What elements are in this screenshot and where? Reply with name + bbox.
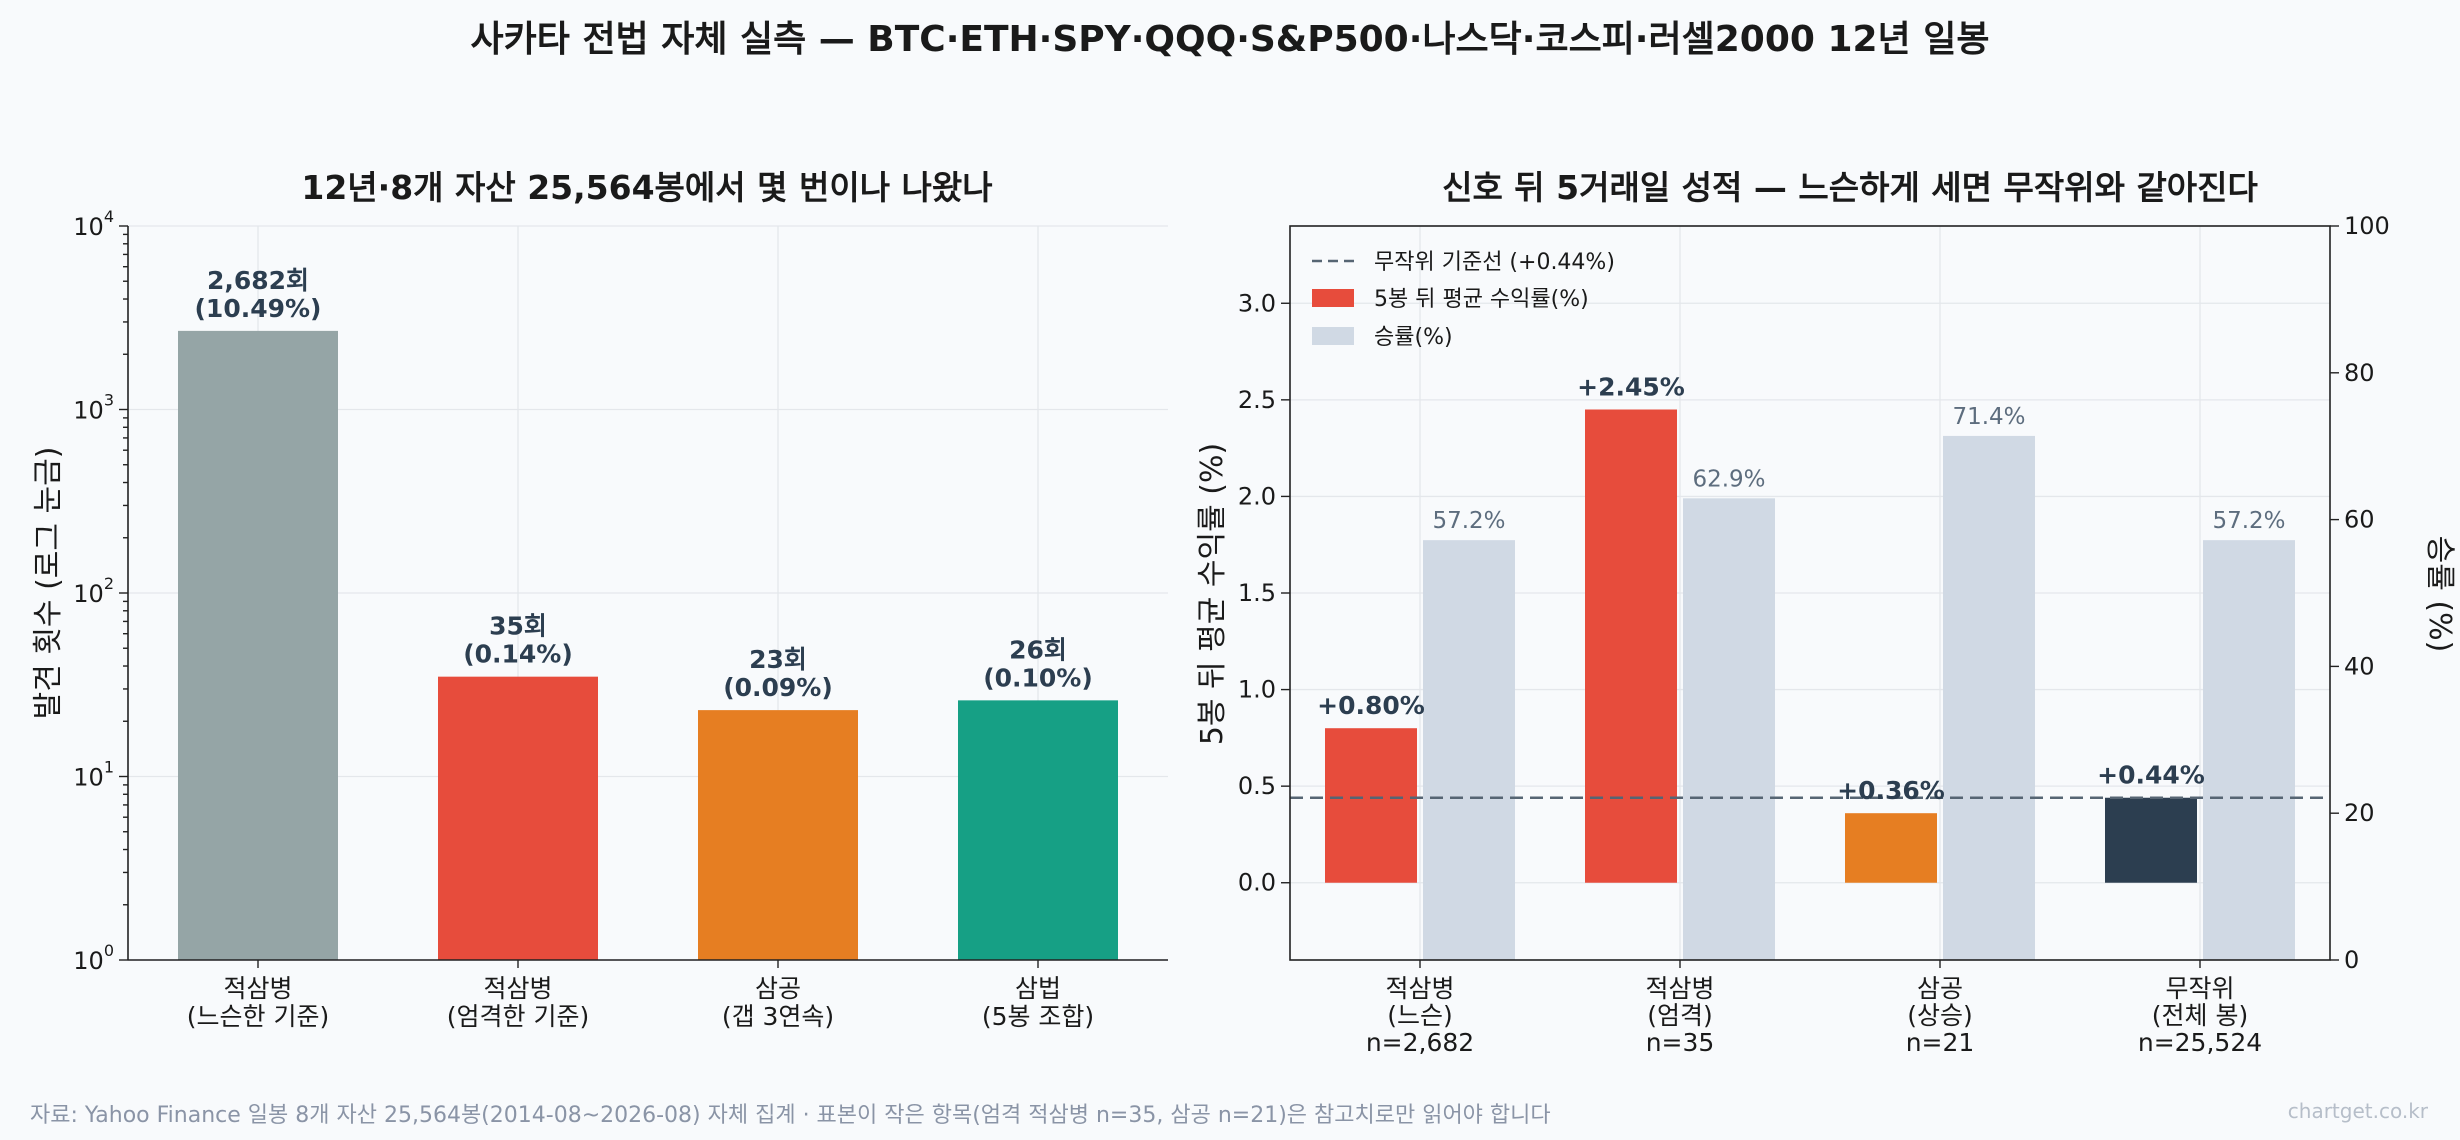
footer-source-note: 자료: Yahoo Finance 일봉 8개 자산 25,564봉(2014-… [30, 1103, 1551, 1128]
left-chart: 12년·8개 자산 25,564봉에서 몇 번이나 나왔나 2,682회(10.… [31, 168, 1168, 1031]
left-y-ticks: 100 101 102 103 104 [73, 207, 128, 975]
left-bar [698, 710, 858, 960]
left-bar [178, 330, 338, 960]
left-y-axis-label: 발견 횟수 (로그 눈금) [31, 447, 66, 720]
right-y-tick-label: 1.5 [1238, 579, 1276, 607]
left-x-category-line2: (5봉 조합) [982, 1002, 1094, 1031]
right-return-label: +0.80% [1317, 691, 1425, 720]
left-axes-frame [127, 226, 1168, 961]
right-return-bar [1325, 728, 1417, 883]
right-x-category-n: n=35 [1646, 1028, 1715, 1057]
left-bar-count-label: 2,682회 [207, 266, 309, 295]
right-x-category-line1: 적삼병 [1385, 974, 1454, 1003]
right-return-bar [2105, 797, 2197, 883]
legend-winrate-swatch [1312, 327, 1354, 345]
left-x-category-line2: (갭 3연속) [722, 1002, 834, 1031]
right-winrate-label: 62.9% [1692, 466, 1765, 492]
left-y-tick-label: 102 [73, 574, 114, 608]
right-winrate-bar [1423, 540, 1515, 960]
right-x-category-line2: (상승) [1907, 1001, 1973, 1030]
left-bar-count-label: 23회 [749, 645, 807, 674]
right-return-bar [1585, 409, 1677, 883]
right-x-category-line2: (느슨) [1387, 1001, 1453, 1030]
left-x-category-line1: 적삼병 [223, 974, 292, 1003]
right-axes-box [1289, 225, 2331, 961]
left-y-tick-label: 104 [73, 207, 114, 241]
right-x-category-line2: (전체 봉) [2152, 1001, 2248, 1030]
right-winrate-bar [1943, 435, 2035, 960]
left-bar [438, 676, 598, 960]
right-axes-frame [1289, 225, 2331, 961]
right-x-category-n: n=21 [1906, 1028, 1975, 1057]
right-x-category-n: n=25,524 [2138, 1028, 2262, 1057]
right-legend: 무작위 기준선 (+0.44%) 5봉 뒤 평균 수익률(%) 승률(%) [1312, 250, 1615, 350]
left-data-labels: 2,682회(10.49%) 35회(0.14%) 23회(0.09%) 26회(0.… [195, 266, 1093, 702]
right-y-tick-label: 1.0 [1238, 676, 1276, 704]
left-chart-title: 12년·8개 자산 25,564봉에서 몇 번이나 나왔나 [301, 168, 992, 207]
left-y-tick-label: 100 [73, 941, 114, 975]
right-x-category-n: n=2,682 [1366, 1028, 1474, 1057]
right-winrate-label: 71.4% [1952, 404, 2025, 430]
right-winrate-label: 57.2% [2212, 508, 2285, 534]
right-x-category-line1: 적삼병 [1645, 974, 1714, 1003]
left-bar-count-label: 35회 [489, 612, 547, 641]
right-y2-tick-label: 40 [2344, 652, 2375, 680]
right-x-category-line1: 삼공 [1917, 974, 1963, 1003]
left-bar-percent-label: (0.09%) [723, 673, 833, 702]
right-winrate-bar [2203, 540, 2295, 960]
left-y-tick-label: 101 [73, 758, 114, 792]
right-y2-ticks: 0 20 40 60 80 100 [2330, 212, 2390, 974]
right-y-ticks: 0.0 0.5 1.0 1.5 2.0 2.5 3.0 [1238, 289, 1290, 897]
right-chart: 신호 뒤 5거래일 성적 — 느슨하게 세면 무작위와 같아진다 +0.80% 5… [1195, 168, 2457, 1057]
left-x-category-line1: 적삼병 [483, 974, 552, 1003]
left-bar-percent-label: (0.14%) [463, 640, 573, 669]
right-y2-tick-label: 60 [2344, 506, 2375, 534]
legend-reference-label: 무작위 기준선 (+0.44%) [1374, 250, 1615, 275]
right-data-labels: +0.80% 57.2% +2.45% 62.9% +0.36% 71.4% +0.44% 5… [1317, 373, 2285, 806]
left-x-category-line2: (엄격한 기준) [447, 1002, 589, 1031]
right-return-bar [1845, 813, 1937, 883]
right-bars [1325, 409, 2295, 960]
right-return-label: +0.36% [1837, 776, 1945, 805]
left-bar-percent-label: (10.49%) [195, 294, 322, 323]
left-x-category-line2: (느슨한 기준) [187, 1002, 329, 1031]
right-return-label: +0.44% [2097, 761, 2205, 790]
legend-winrate-label: 승률(%) [1374, 325, 1453, 350]
legend-return-swatch [1312, 289, 1354, 307]
left-y-tick-label: 103 [73, 391, 114, 425]
right-y-tick-label: 3.0 [1238, 289, 1276, 317]
right-y2-tick-label: 80 [2344, 359, 2375, 387]
right-winrate-label: 57.2% [1432, 508, 1505, 534]
right-x-categories: 적삼병(느슨)n=2,682적삼병(엄격)n=35삼공(상승)n=21무작위(전… [1366, 960, 2262, 1057]
right-y-tick-label: 0.0 [1238, 869, 1276, 897]
right-return-label: +2.45% [1577, 373, 1685, 402]
left-bar-count-label: 26회 [1009, 635, 1067, 664]
right-y2-axis-label: 승률 (%) [2422, 536, 2457, 653]
legend-return-label: 5봉 뒤 평균 수익률(%) [1374, 287, 1589, 312]
right-winrate-bar [1683, 498, 1775, 960]
right-y-axis-label: 5봉 뒤 평균 수익률 (%) [1195, 443, 1230, 745]
right-y2-tick-label: 0 [2344, 946, 2359, 974]
right-y2-tick-label: 20 [2344, 799, 2375, 827]
right-y-tick-label: 2.0 [1238, 482, 1276, 510]
footer-credit: chartget.co.kr [2288, 1099, 2429, 1123]
right-y2-tick-label: 100 [2344, 212, 2390, 240]
right-y-tick-label: 0.5 [1238, 772, 1276, 800]
right-y-tick-label: 2.5 [1238, 386, 1276, 414]
left-bar-percent-label: (0.10%) [983, 663, 1093, 692]
right-x-category-line2: (엄격) [1647, 1001, 1713, 1030]
right-chart-title: 신호 뒤 5거래일 성적 — 느슨하게 세면 무작위와 같아진다 [1442, 168, 2258, 207]
left-x-category-line1: 삼법 [1015, 974, 1061, 1003]
left-x-categories: 적삼병(느슨한 기준)적삼병(엄격한 기준)삼공(갭 3연속)삼법(5봉 조합) [187, 960, 1094, 1031]
figure-title: 사카타 전법 자체 실측 — BTC·ETH·SPY·QQQ·S&P500·나스… [471, 19, 1990, 60]
right-x-category-line1: 무작위 [2165, 974, 2234, 1003]
left-bar [958, 700, 1118, 960]
left-bars [178, 330, 1118, 960]
left-x-category-line1: 삼공 [755, 974, 801, 1003]
